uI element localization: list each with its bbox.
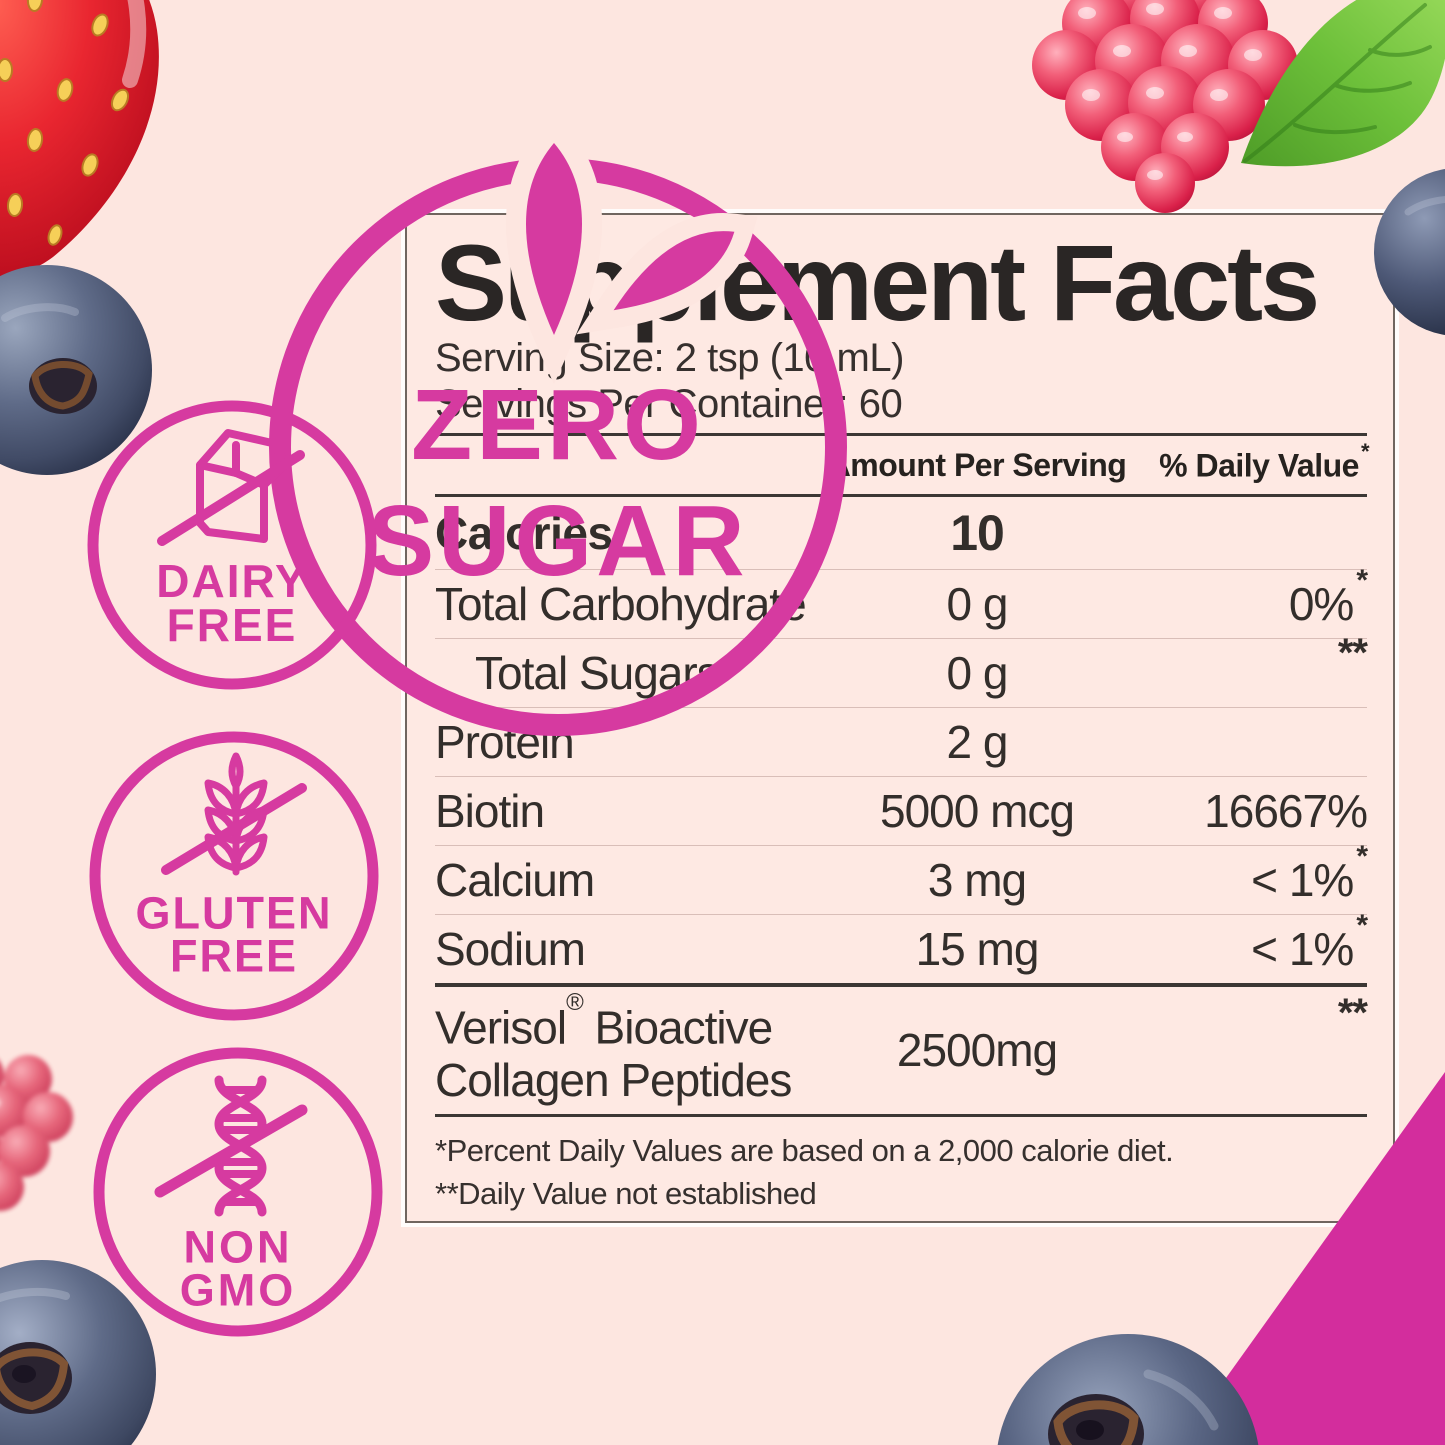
milk-carton-crossed-icon (157, 429, 305, 546)
badge-label-line2: GMO (180, 1265, 297, 1316)
divider (435, 637, 1367, 639)
column-header-amount: Amount Per Serving (827, 446, 1127, 483)
table-header: Amount Per Serving % Daily Value* (435, 436, 1370, 494)
dna-crossed-icon (154, 1075, 308, 1217)
footnotes: *Percent Daily Values are based on a 2,0… (435, 1117, 1367, 1215)
strawberry-image (0, 0, 159, 279)
badge-ring (89, 731, 379, 1021)
table-row-calcium: Calcium 3 mg < 1% * (435, 840, 1368, 906)
badge-label-line1: ZERO (411, 369, 705, 481)
divider (435, 433, 1367, 436)
dairy-free-badge: DAIRY FREE (87, 400, 377, 690)
table-row-collagen-peptides: Verisol® Bioactive Collagen Peptides 250… (435, 989, 1368, 1106)
leaves-icon (506, 112, 758, 385)
footnote-dv-not-established: **Daily Value not established (435, 1175, 817, 1211)
table-row-total-sugars: Total Sugars 0 g ** (475, 631, 1368, 699)
mint-leaf-image (1241, 0, 1445, 167)
divider (435, 982, 1367, 987)
wheat-crossed-icon (161, 752, 307, 876)
footnote-daily-values: *Percent Daily Values are based on a 2,0… (435, 1132, 1174, 1168)
badge-label-line2: FREE (167, 599, 298, 651)
divider (435, 706, 1367, 708)
blueberry-image (1374, 169, 1445, 335)
raspberry-image-faded (0, 1055, 73, 1211)
divider (435, 568, 1367, 570)
badge-label-line1: GLUTEN (136, 888, 333, 939)
blueberry-image (0, 1260, 156, 1445)
divider (435, 494, 1367, 497)
divider (435, 913, 1367, 915)
table-row-total-carbohydrate: Total Carbohydrate 0 g 0% * (435, 564, 1368, 630)
zero-sugar-badge: ZERO SUGAR (269, 112, 847, 736)
blueberry-image (0, 265, 152, 475)
table-row-sodium: Sodium 15 mg < 1% * (435, 909, 1368, 975)
table-row-calories: Calories 10 (435, 504, 1005, 561)
table-row-biotin: Biotin 5000 mcg 16667% (435, 784, 1368, 837)
gluten-free-badge: GLUTEN FREE (89, 731, 379, 1021)
badge-label-line1: DAIRY (156, 555, 307, 607)
badge-ring (93, 1047, 383, 1337)
badge-label-line1: NON (184, 1222, 293, 1273)
divider (435, 844, 1367, 846)
column-header-daily-value: % Daily Value* (1159, 439, 1369, 484)
divider (435, 1113, 1367, 1117)
badge-label-line2: FREE (170, 931, 298, 982)
raspberry-image (1032, 0, 1298, 213)
divider (435, 775, 1367, 777)
badge-ring (87, 400, 377, 690)
badge-label-line2: SUGAR (367, 485, 748, 597)
blueberry-image (997, 1334, 1259, 1445)
non-gmo-badge: NON GMO (93, 1047, 383, 1337)
